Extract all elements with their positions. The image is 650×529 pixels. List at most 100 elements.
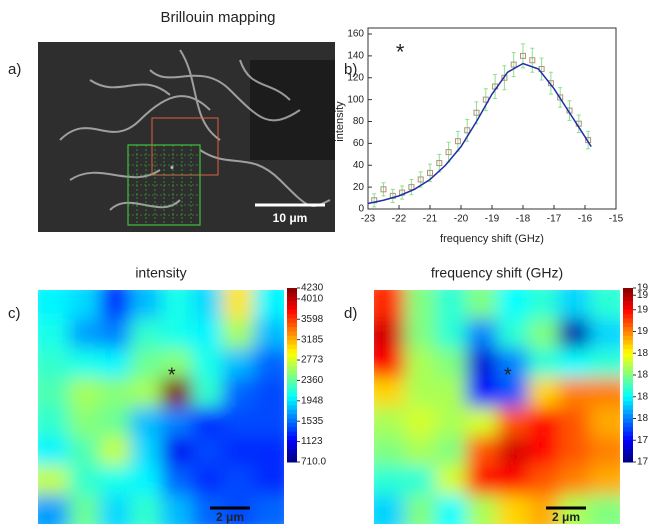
colorbar-segment <box>287 310 297 315</box>
error-bar <box>391 189 395 202</box>
heatmap-cell <box>362 495 405 529</box>
colorbar-segment <box>623 310 633 315</box>
heatmap-cell <box>192 466 223 496</box>
colorbar-label: 3185 <box>301 334 324 345</box>
heatmap-cells <box>362 278 633 529</box>
heatmap-cell <box>436 407 467 437</box>
colorbar-segment <box>287 336 297 341</box>
colorbar-label: 2773 <box>301 355 324 366</box>
heatmap-cell <box>466 495 497 529</box>
figure: Brillouin mapping a) b) c) d) * 10 μm -2… <box>0 0 650 529</box>
annotation: * <box>168 365 176 387</box>
colorbar-segment <box>623 340 633 345</box>
colorbar-segment <box>287 414 297 419</box>
heatmap-cell <box>69 436 100 466</box>
colorbar-label: 18 <box>637 348 649 359</box>
heatmap-cell <box>192 319 223 349</box>
heatmap-cell <box>130 378 161 408</box>
heatmap-cell <box>26 495 69 529</box>
colorbar-label: 18 <box>637 370 649 381</box>
colorbar-segment <box>287 362 297 367</box>
heatmap-cell <box>466 349 497 379</box>
colorbar-segment <box>623 332 633 337</box>
heatmap-cell <box>100 378 131 408</box>
microscope-image: * <box>38 42 335 232</box>
error-bar <box>493 74 497 98</box>
heatmap-cell <box>161 278 192 320</box>
heatmap-cell <box>436 495 467 529</box>
colorbar-segment <box>287 314 297 319</box>
heatmap-cell <box>362 436 405 466</box>
colorbar-label: 1535 <box>301 416 324 427</box>
colorbar-segment <box>623 445 633 450</box>
heatmap-cell <box>192 436 223 466</box>
heatmap-cell <box>362 349 405 379</box>
heatmap-cell <box>528 436 559 466</box>
x-tick-label: -19 <box>485 214 500 225</box>
error-bar <box>409 179 413 194</box>
error-bar <box>540 58 544 80</box>
heatmap-cell <box>130 436 161 466</box>
colorbar-segment <box>287 401 297 406</box>
heatmap-cell <box>466 278 497 320</box>
heatmap-cell <box>362 407 405 437</box>
x-tick-label: -16 <box>578 214 593 225</box>
heatmap-cell <box>223 378 254 408</box>
colorbar-segment <box>287 379 297 384</box>
heatmap-cell <box>161 495 192 529</box>
heatmap-cell <box>26 466 69 496</box>
colorbar-segment <box>623 301 633 306</box>
colorbar-segment <box>623 453 633 458</box>
heatmap-cell <box>26 378 69 408</box>
heatmap-cell <box>100 407 131 437</box>
heatmap-cell <box>100 349 131 379</box>
heatmap <box>26 278 297 529</box>
error-bar <box>512 53 516 77</box>
colorbar-segment <box>287 432 297 437</box>
heatmap-cell <box>130 407 161 437</box>
colorbar-segment <box>287 405 297 410</box>
heatmap-cell <box>362 378 405 408</box>
heatmap-cell <box>100 466 131 496</box>
colorbar-label: 3598 <box>301 314 324 325</box>
colorbar-segment <box>623 345 633 350</box>
colorbar-label: 2360 <box>301 375 324 386</box>
heatmap-cell <box>223 278 254 320</box>
colorbar-segment <box>287 440 297 445</box>
colorbar-segment <box>287 436 297 441</box>
colorbar-segment <box>287 323 297 328</box>
colorbar-segment <box>623 379 633 384</box>
colorbar-segment <box>623 401 633 406</box>
colorbar-segment <box>287 419 297 424</box>
heatmap-cell <box>192 378 223 408</box>
heatmap-cell <box>69 407 100 437</box>
error-bar <box>530 48 534 72</box>
heatmap-cell <box>192 349 223 379</box>
map-title: frequency shift (GHz) <box>431 265 563 281</box>
heatmap-cell <box>192 407 223 437</box>
heatmap-cell <box>466 407 497 437</box>
colorbar-segment <box>623 427 633 432</box>
heatmap-cell <box>69 378 100 408</box>
heatmap-cell <box>223 466 254 496</box>
colorbar-segment <box>623 388 633 393</box>
y-axis-label: intensity <box>334 101 346 142</box>
heatmap-cell <box>559 407 590 437</box>
heatmap-cell <box>192 278 223 320</box>
annotation: * <box>396 40 405 65</box>
heatmap-cell <box>161 407 192 437</box>
colorbar-segment <box>287 345 297 350</box>
x-tick-label: -23 <box>361 214 376 225</box>
heatmap-cell <box>497 407 528 437</box>
colorbar-segment <box>623 392 633 397</box>
colorbar-segment <box>287 449 297 454</box>
colorbar-label: 19 <box>637 304 649 315</box>
heatmap-cell <box>528 407 559 437</box>
x-tick-label: -17 <box>547 214 562 225</box>
colorbar-segment <box>623 336 633 341</box>
heatmap-cell <box>436 436 467 466</box>
heatmap-cell <box>130 319 161 349</box>
colorbar-segment <box>623 384 633 389</box>
x-axis-label: frequency shift (GHz) <box>440 233 544 245</box>
colorbar-segment <box>623 423 633 428</box>
